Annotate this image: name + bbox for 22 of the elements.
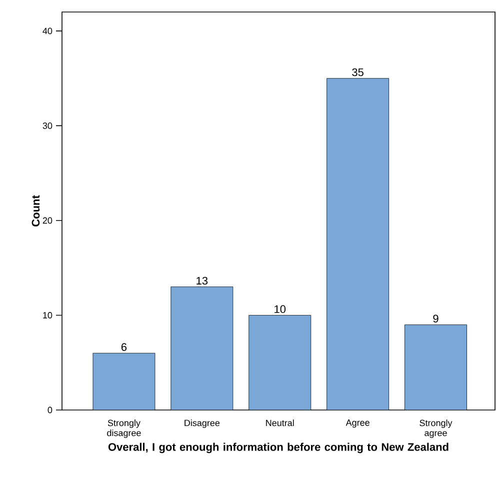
y-axis-title: Count — [32, 195, 40, 226]
x-tick-label: Disagree — [184, 420, 220, 428]
data-label: 10 — [274, 305, 286, 314]
y-tick-label: 40 — [42, 28, 52, 34]
data-label: 35 — [352, 68, 364, 76]
data-label: 9 — [433, 314, 438, 323]
x-tick-label: Strongly disagree — [107, 420, 141, 438]
bar — [170, 286, 233, 410]
data-label: 13 — [196, 276, 208, 285]
x-tick-label: Strongly agree — [420, 420, 452, 438]
y-tick-label: 20 — [42, 217, 52, 224]
y-tick-label: 10 — [43, 312, 52, 318]
bar — [92, 353, 155, 410]
bar — [404, 324, 467, 410]
y-tick-label: 30 — [42, 122, 52, 129]
bar — [248, 315, 311, 410]
data-label: 6 — [121, 343, 127, 351]
x-tick-label: Agree — [346, 420, 370, 428]
x-tick-label: Neutral — [266, 420, 294, 426]
x-axis-title: Overall, I got enough information before coming to New Zealand — [108, 442, 448, 454]
bar — [326, 78, 389, 410]
y-tick-label: 0 — [48, 406, 52, 414]
